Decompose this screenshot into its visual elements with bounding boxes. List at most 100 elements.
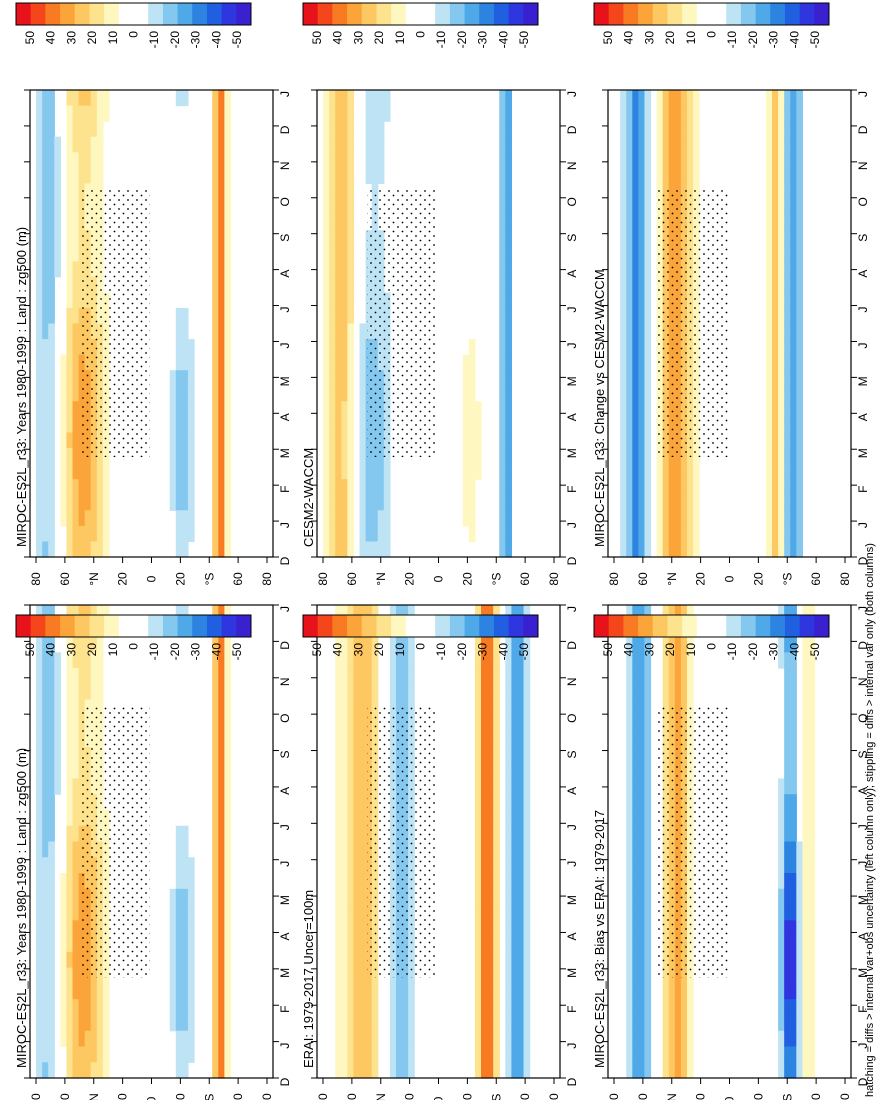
heat-cell [54, 136, 61, 153]
heat-cell [662, 136, 670, 153]
heat-cell [48, 416, 55, 434]
heat-cell [72, 967, 80, 984]
heat-cell [808, 904, 816, 921]
heat-cell [347, 354, 355, 371]
heat-cell [347, 683, 355, 701]
heat-cell [90, 152, 98, 169]
heat-cell [493, 873, 500, 890]
heat-cell [487, 1014, 494, 1032]
heat-cell [499, 152, 506, 169]
heat-cell [668, 152, 676, 169]
heat-cell [765, 136, 773, 153]
heat-cell [638, 448, 646, 465]
colorbar-swatch [361, 3, 377, 25]
heat-cell [341, 432, 348, 449]
heat-cell [796, 525, 803, 543]
heat-cell [175, 432, 183, 449]
heat-cell [341, 245, 348, 262]
heat-cell [626, 432, 633, 449]
heat-cell [402, 605, 409, 622]
heat-cell [674, 652, 682, 669]
heat-cell [224, 873, 232, 890]
heat-cell [42, 888, 49, 906]
heat-cell [335, 1046, 342, 1063]
heat-cell [493, 668, 500, 685]
heat-cell [181, 401, 189, 418]
heat-cell [224, 370, 232, 387]
stippling-region [80, 705, 150, 978]
heat-cell [335, 245, 342, 262]
heat-cell [341, 778, 348, 795]
heat-cell [353, 904, 361, 921]
heat-cell [778, 1014, 785, 1032]
heat-cell [796, 1030, 803, 1048]
heat-cell [218, 652, 225, 669]
heat-cell [359, 715, 367, 732]
heat-cell [84, 136, 92, 153]
heat-cell [335, 873, 342, 890]
heat-cell [218, 683, 225, 701]
heat-cell [765, 541, 773, 558]
heat-cell [523, 841, 531, 858]
heat-cell [181, 951, 189, 969]
heat-cell [187, 432, 195, 449]
heat-cell [84, 494, 92, 511]
heat-cell [175, 951, 183, 969]
heat-cell [329, 479, 336, 496]
heat-cell [181, 967, 189, 984]
colorbar-swatch [814, 3, 830, 25]
heat-cell [347, 936, 355, 953]
heat-cell [335, 920, 342, 937]
heat-cell [644, 292, 652, 309]
heat-cell [765, 525, 773, 543]
heat-cell [638, 494, 646, 511]
heat-cell [626, 214, 633, 231]
heat-cell [644, 245, 652, 262]
lat-label: 20 [116, 1093, 130, 1100]
month-label: D [278, 1077, 292, 1086]
heat-cell [505, 857, 512, 874]
heat-cell [796, 983, 803, 1000]
heat-cell [632, 276, 639, 293]
heat-cell [662, 152, 670, 169]
heat-cell [329, 261, 336, 278]
heat-cell [102, 983, 110, 1000]
heat-cell [365, 494, 373, 511]
heat-cell [66, 1062, 74, 1079]
heat-cell [84, 167, 92, 184]
heat-cell [335, 183, 342, 200]
heat-cell [808, 825, 816, 843]
heat-cell [474, 683, 482, 701]
heat-cell [487, 1046, 494, 1063]
heat-cell [784, 198, 791, 216]
heat-cell [790, 668, 797, 685]
month-label: J [856, 307, 870, 313]
heat-cell [772, 339, 779, 356]
heat-cell [796, 920, 803, 937]
heat-cell [42, 936, 49, 953]
heat-cell [169, 401, 177, 418]
heat-cell [84, 463, 92, 480]
heat-cell [644, 307, 652, 325]
colorbar-label: -40 [209, 31, 223, 49]
heat-cell [329, 525, 336, 543]
heat-cell [353, 983, 361, 1000]
heat-cell [402, 1062, 409, 1079]
heat-cell [212, 873, 219, 890]
heat-cell [187, 401, 195, 418]
lat-label: 20 [403, 1093, 417, 1100]
heat-cell [505, 983, 512, 1000]
heat-cell [353, 683, 361, 701]
heat-cell [347, 920, 355, 937]
heat-cell [808, 983, 816, 1000]
month-label: M [565, 448, 579, 458]
heat-cell [493, 778, 500, 795]
heat-cell [36, 731, 43, 748]
lat-label: 20 [173, 1093, 187, 1100]
heat-cell [517, 936, 525, 953]
heat-cell [212, 951, 219, 969]
heat-cell [224, 479, 232, 496]
heat-cell [212, 904, 219, 921]
heat-cell [638, 1030, 646, 1048]
heat-cell [784, 307, 791, 325]
